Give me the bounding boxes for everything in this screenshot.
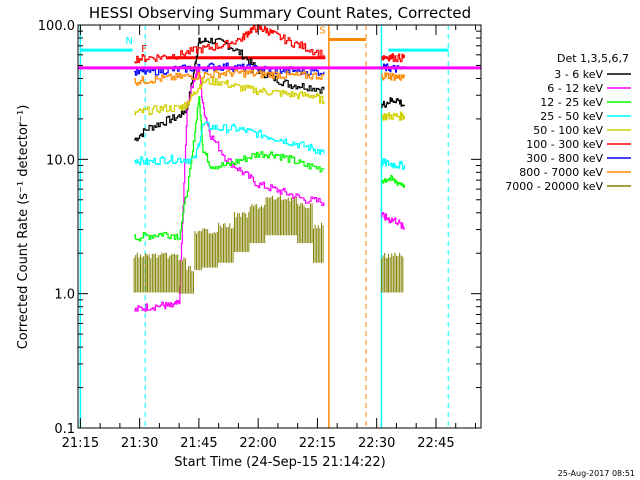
chart-title: HESSI Observing Summary Count Rates, Cor… — [89, 4, 471, 22]
y-axis-label: Corrected Count Rate (s⁻¹ detector⁻¹) — [16, 105, 31, 350]
legend-label-0: 3 - 6 keV — [554, 68, 603, 81]
legend-label-4: 50 - 100 keV — [533, 124, 603, 137]
series-line-7 — [134, 68, 325, 86]
series-line-3 — [134, 121, 325, 166]
legend-label-5: 100 - 300 keV — [526, 138, 603, 151]
series-line-4 — [134, 77, 325, 116]
x-tick-label: 21:45 — [180, 436, 217, 451]
x-tick-label: 21:15 — [62, 436, 99, 451]
legend-title: Det 1,3,5,6,7 — [557, 52, 629, 65]
y-tick-label: 10.0 — [46, 153, 75, 168]
legend-label-7: 800 - 7000 keV — [519, 166, 603, 179]
axes: 100.0 10.0 1.0 0.121:15 21:30 21:45 22:00 22:15… — [38, 19, 481, 451]
series-band-8 — [133, 195, 324, 294]
x-tick-label: 22:30 — [358, 436, 395, 451]
y-tick-label: 1.0 — [54, 288, 75, 303]
plot-area: NF S — [78, 24, 481, 428]
x-tick-label: 22:15 — [299, 436, 336, 451]
series-line-1 — [134, 66, 325, 312]
y-tick-label: 0.1 — [54, 422, 75, 437]
interval-label-2: S — [319, 25, 325, 36]
series-line-5-segment-2 — [381, 53, 405, 63]
x-tick-label: 22:00 — [239, 436, 276, 451]
interval-label-0: N — [125, 36, 132, 47]
x-tick-label: 21:30 — [121, 436, 158, 451]
series-line-0-segment-2 — [381, 97, 405, 108]
y-tick-label: 100.0 — [38, 19, 75, 34]
timestamp: 25-Aug-2017 08:51 — [558, 469, 635, 478]
series-line-7-segment-2 — [381, 72, 405, 81]
series-line-0 — [134, 37, 325, 142]
legend-label-3: 25 - 50 keV — [540, 110, 603, 123]
series-line-3-segment-2 — [381, 158, 405, 170]
series-line-1-segment-2 — [381, 212, 405, 230]
x-tick-label: 22:45 — [417, 436, 454, 451]
series-band-8-segment-2 — [380, 252, 404, 293]
legend-label-1: 6 - 12 keV — [547, 82, 603, 95]
series-line-2 — [134, 96, 325, 242]
plot-frame — [77, 24, 482, 429]
legend-label-8: 7000 - 20000 keV — [505, 180, 603, 193]
legend-label-2: 12 - 25 keV — [540, 96, 603, 109]
series-line-5 — [134, 24, 325, 64]
series-line-4-segment-2 — [381, 111, 405, 121]
series-line-2-segment-2 — [381, 175, 405, 188]
interval-label-1: F — [141, 44, 147, 55]
legend-label-6: 300 - 800 keV — [526, 152, 603, 165]
x-axis-label: Start Time (24-Sep-15 21:14:22) — [174, 455, 385, 470]
